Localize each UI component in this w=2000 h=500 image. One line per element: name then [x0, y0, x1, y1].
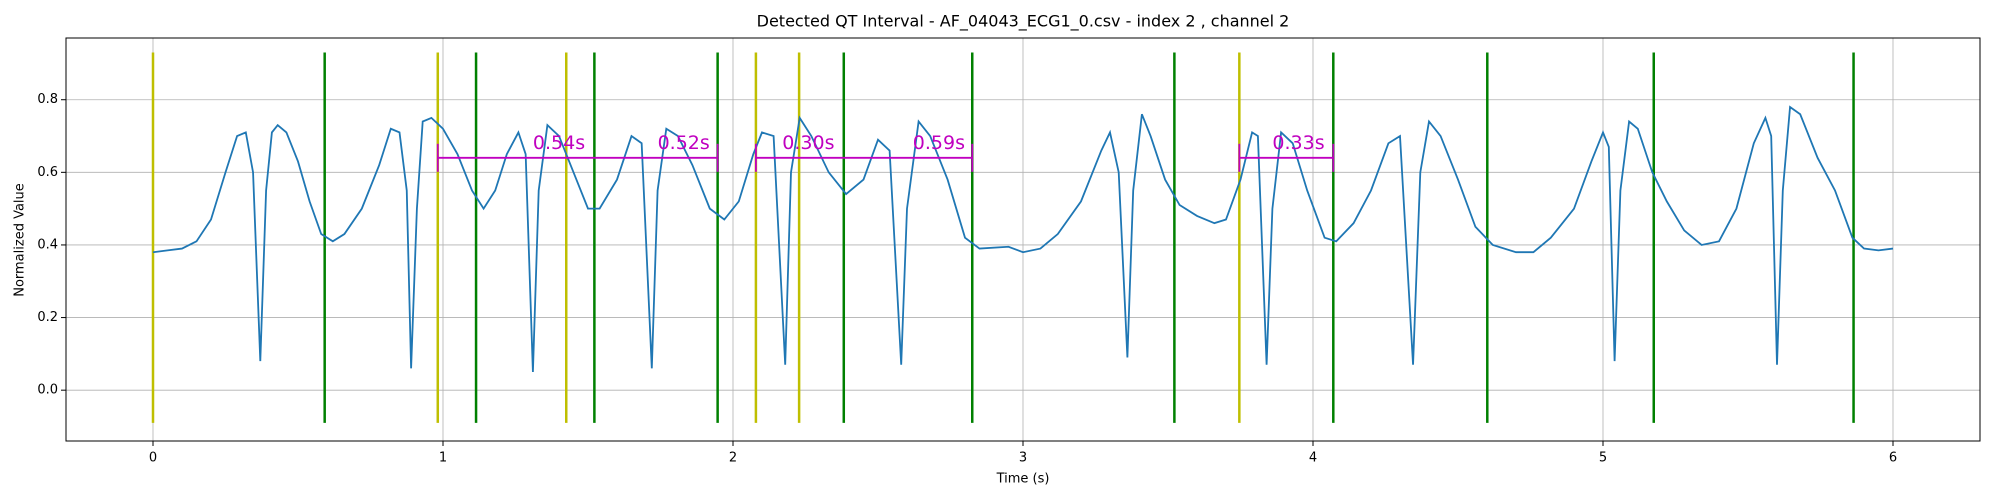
x-tick-label: 3 [1019, 451, 1027, 466]
x-tick-label: 1 [439, 451, 447, 466]
data-line [152, 105, 1894, 373]
x-tick-label: 0 [149, 451, 157, 466]
plot-frame [65, 37, 1981, 442]
y-tick-label: 0.2 [37, 310, 58, 325]
interval-label: 0.52s [658, 132, 710, 154]
x-tick-label: 6 [1889, 451, 1897, 466]
interval-label: 0.59s [913, 132, 965, 154]
y-axis-label: Normalized Value [13, 183, 28, 297]
y-tick-label: 0.8 [37, 92, 58, 107]
x-tick-label: 5 [1599, 451, 1607, 466]
y-tick-label: 0.0 [37, 383, 58, 398]
chart-title: Detected QT Interval - AF_04043_ECG1_0.c… [757, 12, 1290, 32]
interval-label: 0.30s [782, 132, 834, 154]
y-tick-label: 0.4 [37, 237, 58, 252]
x-tick-label: 2 [729, 451, 737, 466]
interval-label: 0.33s [1272, 132, 1324, 154]
x-tick-label: 4 [1309, 451, 1317, 466]
x-axis-label: Time (s) [996, 472, 1050, 487]
interval-label: 0.54s [533, 132, 585, 154]
y-tick-label: 0.6 [37, 165, 58, 180]
